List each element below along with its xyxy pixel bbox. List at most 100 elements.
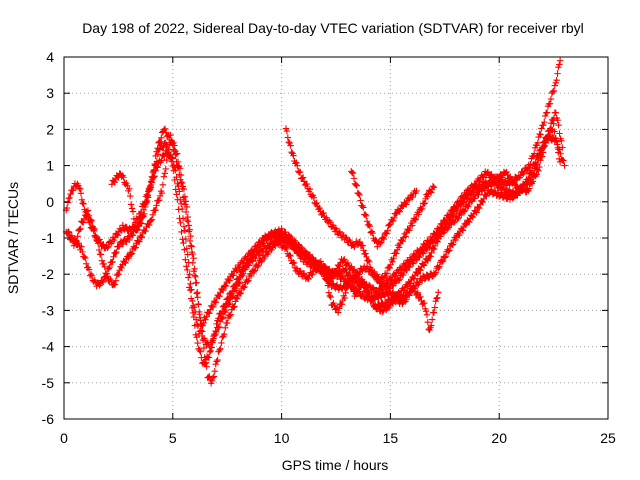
- data-point: [287, 252, 294, 260]
- data-point: [461, 207, 469, 214]
- data-point: [471, 195, 479, 202]
- data-point: [409, 193, 416, 201]
- data-point: [217, 345, 224, 352]
- data-point: [101, 263, 108, 271]
- y-tick-label: 1: [46, 158, 54, 174]
- y-tick-label: 3: [46, 85, 54, 101]
- data-point: [160, 173, 168, 180]
- data-point: [128, 205, 136, 212]
- data-point: [290, 152, 297, 159]
- data-point: [247, 272, 255, 280]
- data-point: [96, 236, 103, 243]
- data-point: [357, 197, 364, 204]
- data-point: [379, 308, 386, 315]
- data-point: [243, 255, 250, 263]
- data-point: [434, 231, 441, 239]
- data-point: [216, 293, 223, 300]
- data-point: [527, 170, 535, 177]
- data-point: [460, 208, 468, 215]
- data-point: [362, 284, 370, 291]
- data-point: [348, 169, 356, 176]
- data-point: [173, 158, 180, 166]
- x-tick-label: 5: [169, 430, 177, 446]
- data-point: [514, 192, 521, 199]
- data-point: [76, 185, 84, 193]
- data-point: [422, 308, 430, 315]
- data-point: [423, 311, 431, 318]
- data-point: [360, 247, 367, 254]
- data-point: [346, 279, 354, 287]
- data-point: [413, 187, 420, 195]
- data-point: [129, 208, 137, 215]
- data-point: [386, 264, 393, 272]
- data-point: [476, 204, 483, 212]
- data-point: [365, 290, 372, 298]
- data-point: [159, 181, 167, 189]
- data-point: [185, 222, 192, 229]
- data-point: [184, 266, 191, 274]
- data-point: [114, 232, 122, 239]
- data-point: [222, 306, 230, 314]
- data-point: [341, 256, 348, 263]
- data-point: [111, 281, 119, 288]
- data-point: [341, 294, 348, 302]
- data-point: [306, 186, 314, 193]
- data-point: [552, 135, 559, 142]
- data-point: [469, 214, 477, 221]
- data-point: [207, 347, 214, 355]
- data-point: [295, 247, 303, 254]
- data-point: [128, 250, 136, 257]
- data-point: [465, 202, 472, 210]
- data-point: [102, 269, 109, 277]
- data-point: [402, 233, 409, 240]
- data-point: [313, 199, 320, 207]
- data-point: [240, 259, 247, 266]
- data-point: [191, 272, 199, 279]
- data-point: [458, 211, 465, 219]
- data-point: [283, 245, 291, 253]
- data-point: [112, 250, 119, 257]
- data-point: [377, 278, 384, 286]
- data-point: [382, 286, 390, 294]
- data-point: [163, 156, 170, 164]
- data-point: [86, 219, 94, 226]
- data-point: [190, 267, 198, 275]
- data-point: [203, 363, 210, 370]
- data-point: [185, 259, 192, 266]
- data-point: [376, 279, 383, 287]
- data-point: [168, 138, 176, 145]
- data-point: [336, 228, 344, 236]
- data-point: [390, 214, 398, 222]
- data-point: [258, 239, 265, 246]
- data-point: [241, 283, 248, 291]
- data-point: [285, 139, 292, 146]
- data-point: [418, 277, 426, 284]
- data-point: [196, 346, 203, 354]
- data-point: [435, 264, 442, 272]
- data-point: [539, 144, 546, 151]
- data-point: [464, 203, 471, 210]
- data-point: [244, 255, 251, 262]
- data-point: [406, 292, 413, 299]
- data-point: [100, 241, 107, 248]
- data-point: [77, 225, 84, 232]
- data-point: [430, 245, 438, 253]
- data-point: [459, 227, 467, 234]
- data-point: [382, 272, 390, 280]
- data-point: [400, 271, 407, 279]
- data-point: [250, 247, 258, 254]
- data-point: [390, 254, 397, 262]
- data-point: [193, 290, 200, 297]
- data-point: [410, 285, 418, 292]
- data-point: [76, 184, 83, 192]
- data-point: [297, 267, 304, 275]
- data-point: [294, 162, 301, 169]
- data-point: [249, 248, 257, 256]
- data-point: [309, 254, 316, 262]
- data-point: [165, 132, 173, 139]
- data-point: [365, 281, 373, 289]
- data-point: [172, 166, 179, 174]
- data-point: [326, 217, 333, 224]
- data-point: [188, 248, 196, 256]
- data-point: [316, 265, 324, 272]
